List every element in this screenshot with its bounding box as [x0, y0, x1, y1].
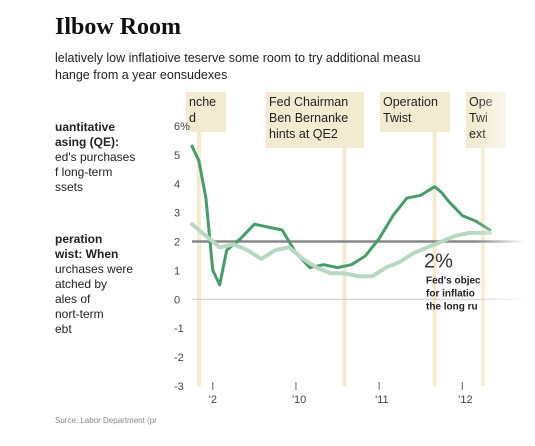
y-tick-label: 0 — [174, 294, 180, 306]
y-tick-label: 4 — [174, 179, 180, 191]
qe-line-5: ssets — [55, 180, 84, 194]
annotation-label: Ben Bernanke — [269, 111, 348, 125]
series-line-1 — [190, 144, 492, 287]
subtitle-line-1: lelatively low inflatioive teserve some … — [55, 51, 421, 65]
annotation-box — [186, 92, 226, 132]
x-tick-label: '10 — [292, 394, 306, 406]
annotation-label: hints at QE2 — [269, 127, 338, 141]
qe-line-4: f long-term — [55, 165, 113, 179]
ot-line-3: urchases were — [55, 262, 134, 276]
series-line-2 — [190, 222, 492, 279]
annotation-label: d — [189, 111, 196, 125]
x-tick-label: '2 — [209, 394, 217, 406]
annotation-label: Twi — [469, 111, 488, 125]
annotation-label: nche — [189, 95, 216, 109]
x-tick-label: '12 — [458, 394, 472, 406]
y-tick-label: -2 — [174, 352, 184, 364]
target-label-line: for inflatio — [426, 289, 475, 300]
ot-line-5: ales of — [55, 292, 91, 306]
y-tick-label: 3 — [174, 208, 180, 220]
y-tick-label: -3 — [174, 381, 184, 393]
chart-title: Ilbow Room — [55, 14, 182, 40]
y-tick-label: -1 — [174, 323, 184, 335]
annotation-label: Fed Chairman — [269, 95, 348, 109]
target-label-line: Fed's objec — [426, 276, 481, 287]
annotation-box — [266, 92, 364, 148]
target-label-line: the long ru — [426, 302, 478, 313]
annotation-label: Operation — [383, 95, 438, 109]
annotation-label: ext — [469, 127, 486, 141]
annotation-label: Ope — [469, 95, 493, 109]
subtitle-line-2: hange from a year eonsudexes — [55, 68, 228, 82]
annotation-label: Twist — [383, 111, 412, 125]
x-tick-label: '11 — [375, 394, 389, 406]
qe-line-1: uantitative — [55, 120, 116, 134]
sidebar-operation-twist-note: peration wist: When urchases were atched… — [55, 232, 165, 337]
sidebar-qe-note: uantitative asing (QE): ed's purchases f… — [55, 120, 165, 195]
ot-line-7: ebt — [55, 322, 72, 336]
ot-line-1: peration — [55, 232, 103, 246]
target-label-big: 2% — [424, 251, 453, 273]
qe-line-3: ed's purchases — [55, 150, 136, 164]
ot-line-6: nort-term — [55, 307, 104, 321]
qe-line-2: asing (QE): — [55, 135, 120, 149]
ot-line-2: wist: When — [55, 247, 119, 261]
ot-line-4: atched by — [55, 277, 108, 291]
chart-source-note: Surce: Labor Department (pr — [55, 416, 157, 425]
y-tick-label: 5 — [174, 150, 180, 162]
chart-subtitle: lelatively low inflatioive teserve some … — [55, 50, 495, 84]
y-tick-label: 2 — [174, 237, 180, 249]
annotation-box — [380, 92, 450, 132]
y-tick-label: 1 — [174, 265, 180, 277]
y-tick-label: 6% — [174, 121, 190, 133]
